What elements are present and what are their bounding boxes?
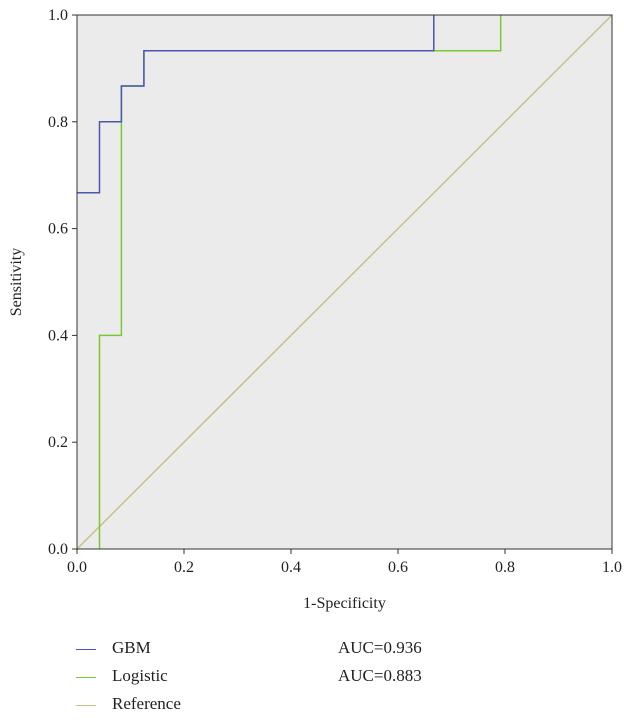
x-tick-label: 0.2 — [174, 559, 194, 576]
legend-item-gbm: GBM AUC=0.936 — [76, 636, 556, 664]
legend: GBM AUC=0.936 Logistic AUC=0.883 Referen… — [76, 636, 556, 720]
roc-chart: 0.0 0.2 0.4 0.6 0.8 1.0 0.0 0.2 0.4 0.6 0.8 1.0 1-S… — [8, 7, 622, 612]
x-tick-label: 1.0 — [602, 559, 622, 576]
x-tick-label: 0.0 — [67, 559, 87, 576]
y-tick-label: 1.0 — [48, 7, 68, 24]
series-layer — [76, 14, 613, 550]
axis-ticks: 0.0 0.2 0.4 0.6 0.8 1.0 0.0 0.2 0.4 0.6 0.8 1.0 — [48, 7, 622, 576]
y-tick-label: 0.2 — [48, 434, 68, 451]
plot-frame — [76, 14, 613, 550]
y-tick-label: 0.0 — [48, 541, 68, 558]
y-tick-label: 0.6 — [48, 221, 68, 238]
legend-swatch-reference — [76, 705, 96, 706]
series-line-reference — [76, 14, 613, 550]
legend-swatch-logistic — [76, 677, 96, 678]
x-tick-label: 0.4 — [281, 559, 301, 576]
x-tick-label: 0.8 — [495, 559, 515, 576]
legend-label-gbm: GBM — [112, 638, 151, 657]
legend-item-reference: Reference — [76, 692, 556, 720]
y-axis-title: Sensitivity — [8, 248, 25, 316]
legend-auc-logistic: AUC=0.883 — [338, 666, 422, 685]
y-tick-label: 0.4 — [48, 327, 68, 344]
x-tick-label: 0.6 — [388, 559, 408, 576]
legend-label-reference: Reference — [112, 694, 181, 713]
legend-swatch-gbm — [76, 649, 96, 650]
y-tick-label: 0.8 — [48, 114, 68, 131]
x-axis-title: 1-Specificity — [303, 595, 386, 612]
legend-auc-gbm: AUC=0.936 — [338, 638, 422, 657]
series-line-gbm — [77, 15, 435, 194]
legend-label-logistic: Logistic — [112, 666, 168, 685]
legend-item-logistic: Logistic AUC=0.883 — [76, 664, 556, 692]
